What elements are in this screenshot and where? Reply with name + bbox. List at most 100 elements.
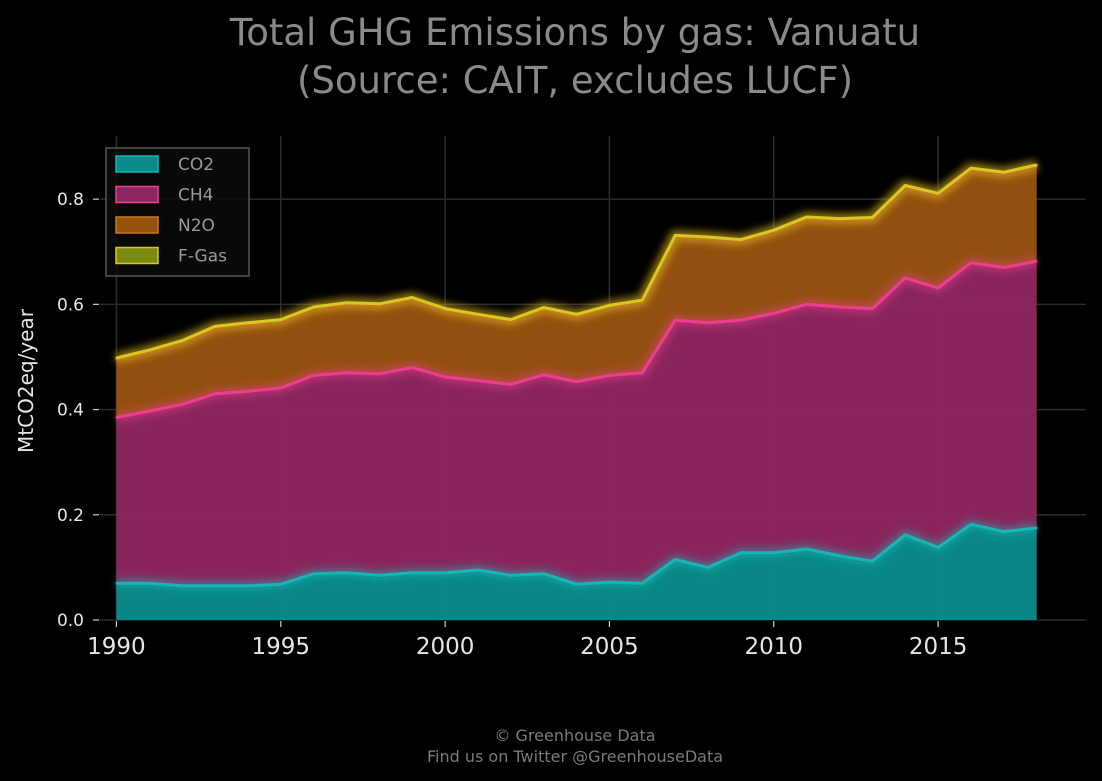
- legend-label-n2o: N2O: [178, 216, 215, 236]
- y-tick-label: 0.2: [57, 506, 84, 526]
- point-ch4: [641, 371, 644, 374]
- point-ch4: [838, 305, 841, 309]
- point-ch4: [443, 375, 447, 379]
- point-co2: [706, 566, 710, 569]
- point-co2: [575, 583, 578, 586]
- chart-title: Total GHG Emissions by gas: Vanuatu: [229, 11, 920, 54]
- point-f-gas: [279, 318, 282, 321]
- point-f-gas: [575, 313, 578, 316]
- point-co2: [641, 582, 644, 585]
- legend-label-f-gas: F-Gas: [178, 247, 227, 267]
- point-f-gas: [542, 306, 545, 309]
- footer-twitter: Find us on Twitter @GreenhouseData: [427, 747, 723, 766]
- point-f-gas: [443, 307, 447, 310]
- legend: CO2 CH4 N2O F-Gas: [105, 147, 250, 277]
- point-f-gas: [1002, 171, 1005, 174]
- point-f-gas: [213, 325, 217, 328]
- point-co2: [411, 571, 414, 574]
- point-f-gas: [674, 234, 677, 237]
- point-ch4: [246, 390, 250, 393]
- y-axis-label: MtCO2eq/year: [14, 308, 38, 453]
- y-tick-label: 0.4: [57, 401, 84, 421]
- legend-swatch-f-gas: [115, 246, 159, 265]
- point-f-gas: [476, 313, 480, 316]
- axes: 0.0 0.2 0.4 0.6 0.8 1990 1995 2000 2005 2010 2015: [57, 190, 967, 660]
- legend-swatch-n2o: [115, 216, 159, 234]
- point-f-gas: [345, 301, 348, 304]
- point-co2: [213, 584, 217, 587]
- point-f-gas: [411, 296, 414, 299]
- point-ch4: [181, 403, 184, 406]
- point-co2: [476, 568, 480, 572]
- point-co2: [115, 582, 118, 585]
- point-co2: [674, 558, 677, 561]
- point-co2: [969, 523, 973, 526]
- point-ch4: [279, 386, 282, 390]
- point-ch4: [476, 379, 480, 382]
- area-n2o: [116, 166, 1037, 418]
- point-f-gas: [838, 217, 841, 220]
- x-tick-label: 2000: [416, 634, 475, 660]
- point-co2: [509, 574, 512, 577]
- point-ch4: [904, 276, 907, 280]
- point-ch4: [706, 321, 710, 324]
- point-ch4: [411, 366, 414, 369]
- point-co2: [1035, 526, 1038, 530]
- x-tick-label: 1995: [251, 634, 310, 660]
- x-tick-label: 2010: [744, 634, 803, 660]
- point-co2: [246, 584, 250, 587]
- point-co2: [838, 554, 841, 557]
- x-tick-label: 1990: [87, 634, 146, 660]
- point-f-gas: [706, 235, 710, 239]
- point-ch4: [674, 318, 677, 322]
- point-f-gas: [181, 339, 184, 342]
- footer-copyright: © Greenhouse Data: [494, 726, 655, 745]
- point-ch4: [805, 303, 808, 306]
- point-f-gas: [378, 302, 381, 305]
- point-co2: [936, 546, 940, 549]
- point-ch4: [1035, 260, 1038, 263]
- point-ch4: [378, 372, 381, 375]
- point-f-gas: [936, 192, 940, 195]
- point-f-gas: [1035, 163, 1038, 167]
- area-co2: [116, 524, 1037, 620]
- point-ch4: [148, 409, 151, 413]
- plot-lines: [115, 163, 1038, 588]
- x-tick-label: 2005: [580, 634, 639, 660]
- point-co2: [805, 547, 808, 551]
- point-co2: [279, 583, 282, 586]
- point-co2: [739, 551, 743, 554]
- plot-areas: [116, 164, 1037, 620]
- point-ch4: [772, 312, 775, 315]
- point-co2: [871, 559, 874, 563]
- x-tick-label: 2015: [909, 634, 968, 660]
- point-f-gas: [148, 348, 151, 352]
- point-f-gas: [904, 184, 907, 187]
- point-ch4: [312, 374, 315, 377]
- point-f-gas: [115, 356, 118, 360]
- point-f-gas: [871, 216, 874, 219]
- point-co2: [181, 584, 184, 587]
- point-co2: [1002, 530, 1005, 533]
- point-co2: [443, 571, 447, 574]
- point-f-gas: [772, 229, 775, 232]
- point-ch4: [936, 286, 940, 290]
- y-tick-label: 0.0: [57, 611, 84, 631]
- point-ch4: [575, 380, 578, 383]
- legend-label-co2: CO2: [178, 155, 214, 175]
- legend-swatch-co2: [115, 155, 159, 173]
- chart-subtitle: (Source: CAIT, excludes LUCF): [297, 59, 853, 102]
- legend-swatch-ch4: [115, 185, 159, 204]
- legend-label-ch4: CH4: [178, 186, 213, 206]
- point-ch4: [509, 383, 512, 386]
- y-tick-label: 0.6: [57, 295, 84, 315]
- area-ch4: [116, 261, 1037, 586]
- point-co2: [378, 574, 381, 577]
- point-f-gas: [246, 321, 250, 324]
- point-f-gas: [509, 318, 512, 321]
- point-f-gas: [608, 304, 611, 307]
- point-f-gas: [969, 166, 973, 170]
- point-co2: [542, 572, 545, 575]
- point-co2: [904, 533, 907, 536]
